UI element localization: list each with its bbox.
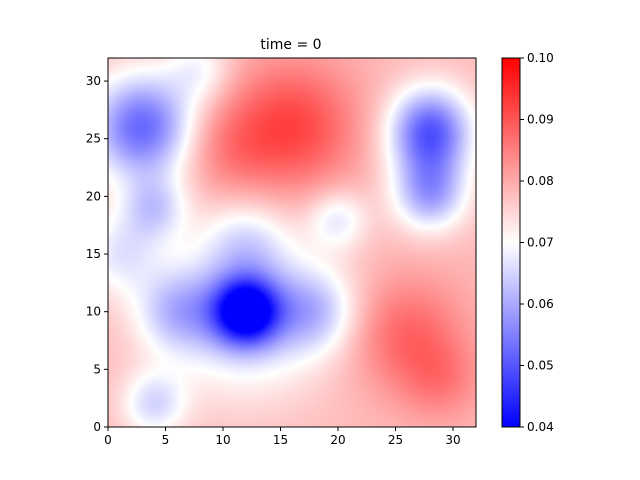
- y-tick-label: 10: [86, 305, 101, 319]
- y-tick-label: 0: [93, 420, 101, 434]
- plot-frame: [107, 57, 477, 428]
- colorbar-tick-label: 0.07: [527, 236, 554, 250]
- y-tick-label: 15: [86, 247, 101, 261]
- colorbar-tick-label: 0.08: [527, 174, 554, 188]
- colorbar-tick-label: 0.05: [527, 359, 554, 373]
- y-tick-label: 25: [86, 132, 101, 146]
- y-tick-label: 30: [86, 74, 101, 88]
- colorbar-tick-label: 0.04: [527, 420, 554, 434]
- x-tick-label: 10: [215, 433, 230, 447]
- x-tick-label: 20: [330, 433, 345, 447]
- colorbar-tick-label: 0.09: [527, 113, 554, 127]
- colorbar-tick-label: 0.06: [527, 297, 554, 311]
- y-tick-label: 5: [93, 362, 101, 376]
- colorbar-tick-label: 0.10: [527, 51, 554, 65]
- x-tick-label: 15: [273, 433, 288, 447]
- chart-title: time = 0: [260, 37, 321, 53]
- colorbar: [501, 57, 521, 428]
- y-tick-label: 20: [86, 189, 101, 203]
- x-tick-label: 30: [445, 433, 460, 447]
- x-tick-label: 0: [104, 433, 112, 447]
- colorbar-axis: 0.04 0.05 0.06 0.07 0.08 0.09 0.10: [520, 51, 554, 434]
- y-axis: 0 5 10 15 20 25 30: [86, 74, 108, 434]
- x-tick-label: 25: [388, 433, 403, 447]
- x-axis: 0 5 10 15 20 25 30: [104, 427, 461, 447]
- heatmap-image: [108, 58, 476, 427]
- x-tick-label: 5: [162, 433, 170, 447]
